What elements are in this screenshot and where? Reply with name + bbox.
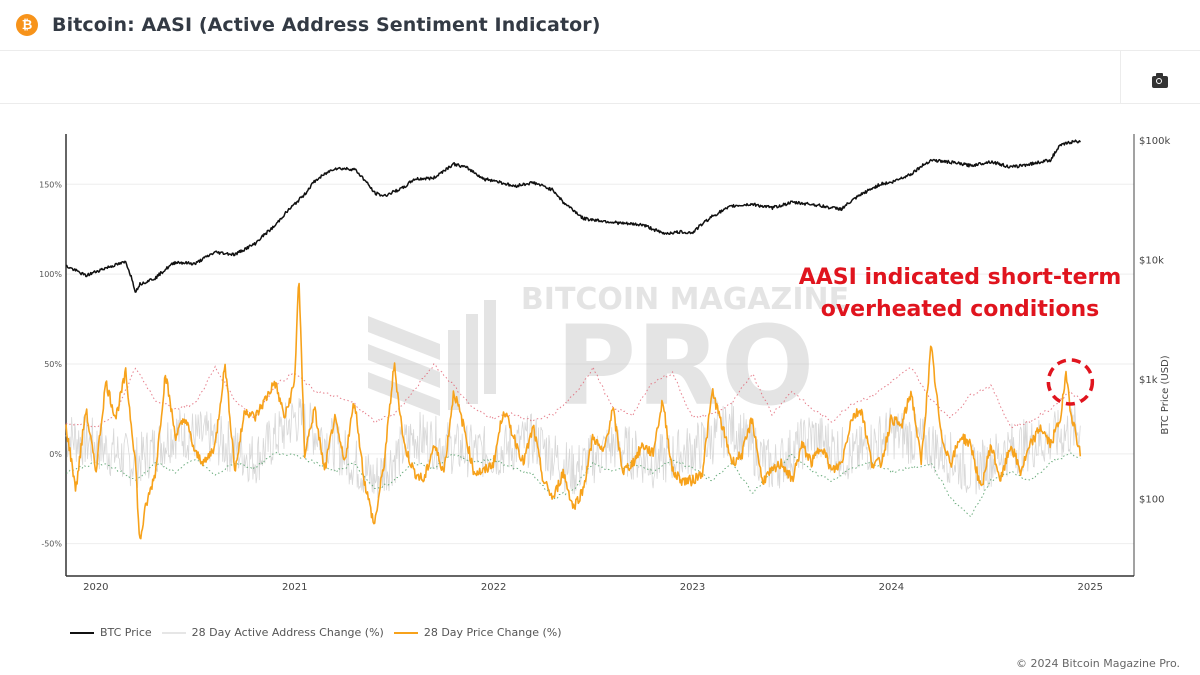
grid-lines	[66, 183, 1134, 545]
annotation-text: AASI indicated short-term overheated con…	[780, 262, 1140, 326]
x-tick-label: 2021	[282, 582, 307, 593]
y-left-tick-label: 150%	[39, 180, 62, 189]
chart-toolbar	[0, 51, 1200, 104]
series-layer	[65, 139, 1082, 540]
tick-labels: -50% 0% 50% 100% 150% $100 $1k $10k $100k BTC Pri…	[39, 136, 1171, 593]
watermark-logo-icon	[368, 300, 496, 416]
y-left-tick-label: -50%	[41, 540, 62, 549]
legend-item-active-address[interactable]: 28 Day Active Address Change (%)	[161, 626, 384, 639]
annotation-marker	[1046, 358, 1095, 406]
watermark-line1: BITCOIN MAGAZINE	[521, 282, 849, 317]
series-active-address-change	[65, 398, 1081, 498]
aasi-chart: BITCOIN MAGAZINE PRO -50% 0% 50% 100% 150% $1…	[39, 134, 1171, 593]
series-upper-band	[65, 362, 1081, 429]
legend-swatch-btc-price	[70, 631, 94, 634]
series-btc-price	[65, 139, 1081, 293]
y-right-tick-label: $100	[1139, 494, 1164, 505]
legend-label: 28 Day Active Address Change (%)	[191, 626, 384, 639]
annotation-dashed-circle	[1046, 358, 1095, 406]
y-right-tick-label: $10k	[1139, 255, 1164, 266]
bitcoin-icon: ₿	[16, 14, 38, 36]
annotation-line2: overheated conditions	[820, 297, 1100, 322]
camera-icon[interactable]	[1152, 73, 1168, 88]
legend-item-btc-price[interactable]: BTC Price	[70, 626, 152, 639]
toolbar-divider	[1120, 51, 1121, 103]
watermark: BITCOIN MAGAZINE PRO	[368, 282, 849, 430]
x-tick-label: 2020	[83, 582, 108, 593]
y-right-tick-label: $1k	[1139, 375, 1158, 386]
y-right-tick-label: $100k	[1139, 136, 1170, 147]
legend: BTC Price 28 Day Active Address Change (…	[70, 626, 572, 639]
copyright: © 2024 Bitcoin Magazine Pro.	[1016, 657, 1180, 670]
x-tick-label: 2023	[680, 582, 705, 593]
axes	[65, 134, 1135, 577]
legend-label: BTC Price	[100, 626, 152, 639]
y-left-tick-label: 100%	[39, 270, 62, 279]
legend-swatch-price-change	[393, 631, 418, 634]
watermark-line2: PRO	[556, 302, 815, 430]
y-right-axis-label: BTC Price (USD)	[1160, 355, 1171, 434]
x-tick-label: 2024	[879, 582, 904, 593]
series-28d-price-change	[65, 282, 1082, 540]
legend-item-price-change[interactable]: 28 Day Price Change (%)	[393, 626, 562, 639]
legend-label: 28 Day Price Change (%)	[423, 626, 562, 639]
y-left-tick-label: 50%	[44, 360, 62, 369]
y-left-tick-label: 0%	[49, 450, 62, 459]
page-title: Bitcoin: AASI (Active Address Sentiment …	[52, 14, 601, 36]
annotation-line1: AASI indicated short-term	[798, 265, 1122, 290]
page-header: ₿ Bitcoin: AASI (Active Address Sentimen…	[0, 0, 1200, 51]
legend-swatch-active-address	[161, 631, 186, 634]
x-tick-label: 2022	[481, 582, 506, 593]
x-tick-label: 2025	[1078, 582, 1103, 593]
